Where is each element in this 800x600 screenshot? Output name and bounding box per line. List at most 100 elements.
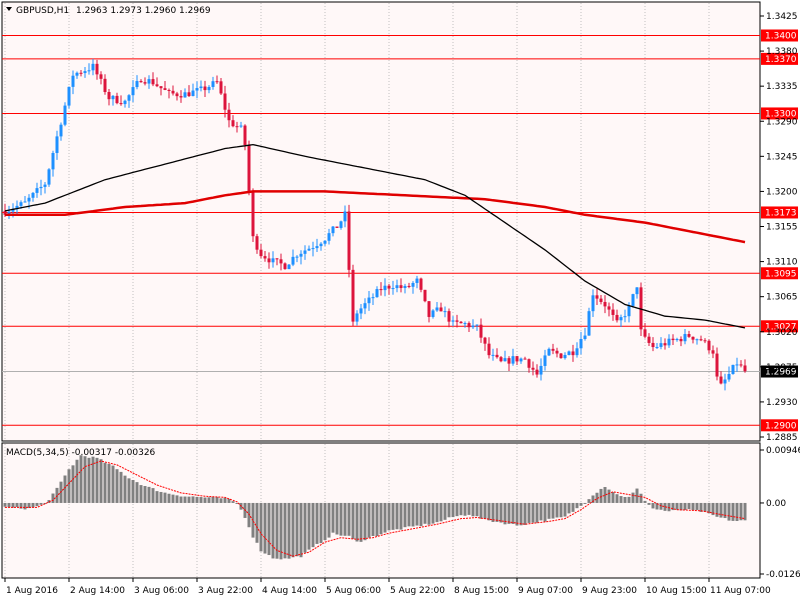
candle-bull xyxy=(391,288,395,290)
candle-bear xyxy=(263,256,267,259)
current-price-label: 1.2969 xyxy=(765,368,797,378)
macd-tick-label: -0.01269 xyxy=(766,570,800,580)
macd-histogram-bar xyxy=(415,502,419,526)
dropdown-triangle-icon[interactable] xyxy=(6,7,12,11)
candle-bull xyxy=(15,205,19,210)
macd-histogram-bar xyxy=(595,492,599,503)
macd-histogram-bar xyxy=(579,502,583,506)
candle-bear xyxy=(151,79,155,85)
candle-bear xyxy=(595,295,599,299)
macd-histogram-bar xyxy=(315,502,319,544)
macd-histogram-bar xyxy=(611,492,615,503)
candle-bear xyxy=(459,321,463,324)
macd-histogram-bar xyxy=(275,502,279,559)
macd-histogram-bar xyxy=(11,502,15,508)
candle-bear xyxy=(739,364,743,366)
macd-histogram-bar xyxy=(223,497,227,503)
macd-histogram-bar xyxy=(711,502,715,516)
macd-histogram-bar xyxy=(135,482,139,503)
macd-histogram-bar xyxy=(111,465,115,503)
level-tag xyxy=(761,320,798,333)
moving-average-slow xyxy=(5,190,746,244)
macd-histogram-bar xyxy=(87,457,91,503)
macd-histogram-bar xyxy=(419,502,423,527)
candle-bear xyxy=(571,351,575,356)
candle-bull xyxy=(47,169,51,185)
candle-bear xyxy=(223,93,227,110)
macd-histogram-bar xyxy=(263,502,267,554)
candle-bear xyxy=(107,92,111,100)
macd-histogram-bar xyxy=(339,502,343,536)
macd-histogram-bar xyxy=(351,502,355,539)
candle-bear xyxy=(651,342,655,348)
macd-histogram-bar xyxy=(563,502,567,517)
candle-bear xyxy=(227,109,231,121)
macd-histogram-bar xyxy=(551,502,555,519)
candle-bull xyxy=(147,79,151,84)
macd-histogram-bar xyxy=(279,502,283,560)
macd-histogram-bar xyxy=(507,502,511,524)
macd-histogram-bar xyxy=(163,492,167,503)
price-tick-label: 1.2885 xyxy=(766,433,798,443)
macd-histogram-bar xyxy=(731,502,735,521)
price-tick-label: 1.3245 xyxy=(766,152,798,162)
candle-bear xyxy=(495,354,499,358)
macd-histogram-bar xyxy=(479,502,483,519)
macd-histogram-bar xyxy=(395,502,399,530)
macd-histogram-bar xyxy=(439,502,443,522)
macd-histogram-bar xyxy=(411,502,415,527)
candle-bear xyxy=(479,324,483,338)
candle-bull xyxy=(87,70,91,72)
time-tick-label: 10 Aug 15:00 xyxy=(646,586,707,596)
macd-histogram-bar xyxy=(347,502,351,536)
macd-histogram-bar xyxy=(459,502,463,516)
candle-bull xyxy=(291,256,295,265)
candle-bull xyxy=(199,86,203,89)
candle-bull xyxy=(339,221,343,228)
candle-bull xyxy=(591,295,595,312)
candle-bull xyxy=(543,355,547,366)
macd-histogram-bar xyxy=(687,502,691,510)
macd-histogram-bar xyxy=(691,502,695,510)
macd-histogram-bar xyxy=(271,502,275,559)
macd-histogram-bar xyxy=(375,502,379,537)
macd-histogram-bar xyxy=(183,496,187,503)
macd-histogram-bar xyxy=(255,502,259,543)
macd-histogram-bar xyxy=(631,492,635,503)
macd-histogram-bar xyxy=(539,502,543,521)
macd-histogram-bar xyxy=(147,486,151,503)
macd-histogram-bar xyxy=(383,502,387,533)
macd-histogram-bar xyxy=(151,488,155,503)
candle-bear xyxy=(639,287,643,330)
candle-bull xyxy=(319,243,323,247)
macd-histogram-bar xyxy=(547,502,551,519)
candle-bull xyxy=(683,334,687,342)
candle-bear xyxy=(179,96,183,98)
macd-histogram-bar xyxy=(663,502,667,511)
candle-bull xyxy=(303,250,307,254)
candle-bear xyxy=(115,95,119,104)
macd-histogram-bar xyxy=(651,502,655,509)
time-tick-label: 3 Aug 06:00 xyxy=(134,586,189,596)
candle-bull xyxy=(315,246,319,249)
candle-bear xyxy=(335,226,339,228)
candle-bear xyxy=(607,306,611,310)
macd-histogram-bar xyxy=(359,502,363,542)
candle-bear xyxy=(527,359,531,368)
candle-bull xyxy=(71,75,75,87)
macd-histogram-bar xyxy=(599,488,603,503)
macd-histogram-bar xyxy=(647,502,651,505)
macd-histogram-bar xyxy=(343,502,347,536)
macd-histogram-bar xyxy=(467,502,471,515)
macd-histogram-bar xyxy=(235,502,239,504)
price-tick-label: 1.2975 xyxy=(766,363,798,373)
macd-signal-line xyxy=(5,460,746,557)
candlestick-series xyxy=(3,58,747,391)
candle-bull xyxy=(135,81,139,88)
price-tick-label: 1.3155 xyxy=(766,223,798,233)
moving-average-fast xyxy=(4,143,746,329)
price-tick-label: 1.3380 xyxy=(766,47,798,57)
candle-bear xyxy=(159,86,163,89)
candle-bear xyxy=(103,78,107,93)
